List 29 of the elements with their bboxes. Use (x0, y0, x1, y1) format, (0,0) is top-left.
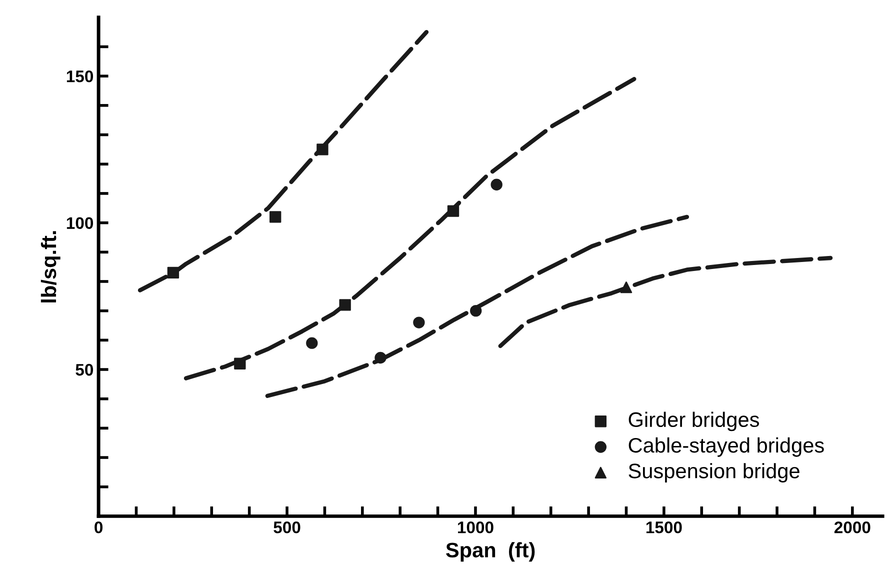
point (269, 211, 282, 223)
y-axis-title: lb/sq.ft. (40, 231, 60, 302)
line-series (184, 76, 636, 380)
point (339, 299, 351, 311)
point (374, 352, 386, 364)
line-series (265, 214, 690, 398)
legend-label: Suspension bridge (628, 463, 800, 482)
y-tick-label: 50 (76, 364, 94, 376)
x-tick-label: 1500 (646, 522, 682, 534)
line-series (138, 30, 429, 292)
point (447, 205, 460, 217)
point (306, 337, 318, 349)
point (490, 178, 502, 190)
y-tick-label: 100 (66, 217, 94, 229)
x-tick-label: 2000 (834, 522, 870, 534)
point (234, 358, 246, 370)
point (167, 266, 180, 279)
legend-label: Cable-stayed bridges (628, 437, 824, 457)
x-tick-label: 500 (274, 522, 300, 534)
x-tick-label: 1000 (458, 522, 494, 534)
point (316, 144, 328, 156)
point (413, 316, 425, 328)
x-axis-title: Span (ft) (446, 542, 535, 562)
point (620, 281, 632, 294)
y-tick-label: 150 (66, 70, 94, 82)
line-series (498, 256, 833, 348)
legend-label: Girder bridges (628, 412, 759, 432)
point (470, 304, 482, 317)
x-tick-label: 0 (94, 522, 103, 534)
